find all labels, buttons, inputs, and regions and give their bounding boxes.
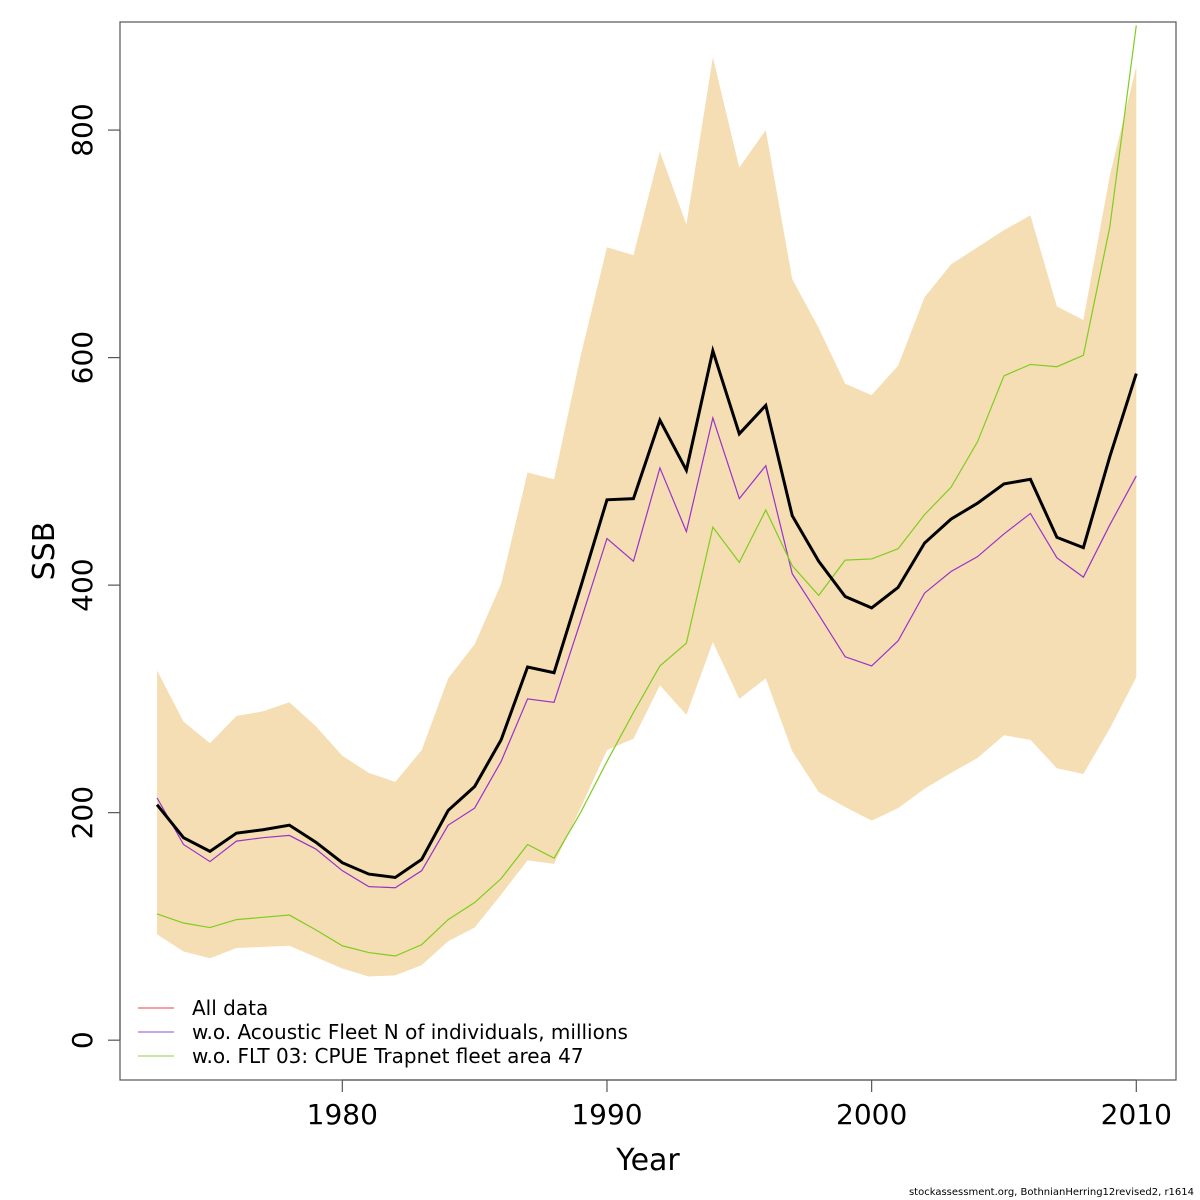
y-tick-label: 200 bbox=[66, 786, 99, 839]
series-layer bbox=[155, 25, 1138, 957]
series-line-1 bbox=[156, 25, 1137, 957]
x-axis-title: Year bbox=[615, 1143, 680, 1178]
x-axis: 1980 1990 2000 2010 bbox=[307, 1079, 1172, 1131]
x-tick-label: 1990 bbox=[571, 1098, 642, 1131]
confidence-band-layer bbox=[157, 57, 1137, 977]
footer-credit: stockassessment.org, BothnianHerring12re… bbox=[908, 1187, 1194, 1198]
y-axis-title: SSB bbox=[27, 522, 62, 581]
y-tick-label: 600 bbox=[66, 331, 99, 384]
series-line-2 bbox=[155, 345, 1138, 880]
legend-label-2: w.o. FLT 03: CPUE Trapnet fleet area 47 bbox=[192, 1044, 584, 1068]
x-tick-label: 1980 bbox=[307, 1098, 378, 1131]
legend-label-1: w.o. Acoustic Fleet N of individuals, mi… bbox=[192, 1020, 628, 1044]
y-tick-label: 0 bbox=[66, 1031, 99, 1049]
legend-label-0: All data bbox=[192, 996, 268, 1020]
y-tick-label: 400 bbox=[66, 558, 99, 611]
y-tick-label: 800 bbox=[66, 103, 99, 156]
x-tick-label: 2010 bbox=[1101, 1098, 1172, 1131]
series-line-0 bbox=[156, 415, 1137, 889]
y-axis: 0 200 400 600 800 bbox=[66, 103, 121, 1049]
confidence-band bbox=[157, 57, 1137, 977]
x-tick-label: 2000 bbox=[836, 1098, 907, 1131]
